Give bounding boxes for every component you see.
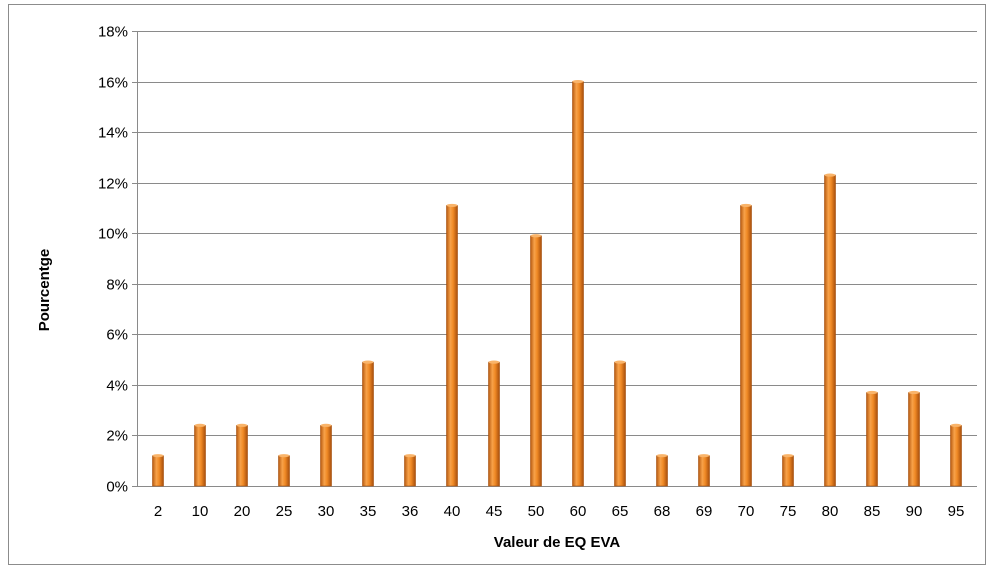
y-tick-label: 6% — [106, 327, 128, 344]
x-tick-label: 60 — [570, 503, 587, 520]
x-tick-label: 25 — [276, 503, 293, 520]
bar — [950, 425, 962, 487]
bar-cap — [614, 360, 626, 364]
y-tick-label: 14% — [98, 125, 128, 142]
bar-cap — [530, 234, 542, 238]
x-tick-label: 35 — [360, 503, 377, 520]
x-tick-label: 85 — [864, 503, 881, 520]
bar — [488, 361, 500, 487]
x-tick-label: 80 — [822, 503, 839, 520]
x-tick-label: 20 — [234, 503, 251, 520]
bar — [278, 455, 290, 487]
bar-cap — [404, 454, 416, 458]
bar — [152, 455, 164, 487]
x-tick-label: 70 — [738, 503, 755, 520]
x-tick-label: 69 — [696, 503, 713, 520]
bars — [152, 79, 962, 487]
bar — [866, 392, 878, 487]
bar — [362, 361, 374, 487]
bar-cap — [824, 173, 836, 177]
bar — [614, 361, 626, 487]
bar — [194, 425, 206, 487]
y-tick-label: 12% — [98, 176, 128, 193]
x-tick-label: 2 — [154, 503, 162, 520]
bar — [446, 205, 458, 487]
bar — [404, 455, 416, 487]
bar — [656, 455, 668, 487]
bar-cap — [740, 203, 752, 208]
bar-cap — [236, 423, 248, 427]
axes — [132, 31, 977, 487]
bar-cap — [488, 360, 500, 364]
bar-cap — [866, 390, 878, 395]
bar-cap — [194, 423, 206, 427]
x-tick-label: 90 — [906, 503, 923, 520]
x-tick-label: 75 — [780, 503, 797, 520]
bar-cap — [950, 423, 962, 427]
y-tick-label: 18% — [98, 24, 128, 41]
x-axis-title: Valeur de EQ EVA — [494, 534, 621, 551]
bar — [908, 392, 920, 487]
x-tick-label: 65 — [612, 503, 629, 520]
y-tick-label: 8% — [106, 277, 128, 294]
bar-cap — [908, 390, 920, 395]
x-tick-label: 40 — [444, 503, 461, 520]
bar-cap — [446, 203, 458, 208]
bar — [530, 235, 542, 487]
bar — [782, 455, 794, 487]
bar-cap — [152, 454, 164, 458]
y-tick-label: 16% — [98, 75, 128, 92]
x-tick-label: 68 — [654, 503, 671, 520]
x-tick-label: 45 — [486, 503, 503, 520]
y-tick-label: 0% — [106, 479, 128, 496]
bar-cap — [572, 79, 584, 84]
y-tick-labels: 0% 2% 4% 6% 8% 10% 12% 14% 16% 18% — [98, 24, 128, 496]
x-tick-label: 30 — [318, 503, 335, 520]
y-tick-label: 10% — [98, 226, 128, 243]
x-tick-label: 50 — [528, 503, 545, 520]
bar — [320, 425, 332, 487]
bar-cap — [698, 454, 710, 458]
x-tick-label: 10 — [192, 503, 209, 520]
bar — [740, 205, 752, 487]
y-tick-label: 4% — [106, 378, 128, 395]
bar — [824, 174, 836, 487]
y-axis-title: Pourcentge — [36, 249, 53, 332]
bar — [572, 81, 584, 487]
bar — [236, 425, 248, 487]
x-tick-labels: 2 10 20 25 30 35 36 40 45 50 60 65 68 69 70 75 80 85 90 95 — [154, 503, 965, 520]
x-tick-label: 95 — [948, 503, 965, 520]
gridlines — [137, 31, 977, 436]
x-tick-label: 36 — [402, 503, 419, 520]
y-tick-label: 2% — [106, 428, 128, 445]
bar-cap — [278, 454, 290, 458]
bar-cap — [656, 454, 668, 458]
bar — [698, 455, 710, 487]
bar-cap — [362, 360, 374, 364]
bar-cap — [782, 454, 794, 458]
bar-cap — [320, 423, 332, 427]
